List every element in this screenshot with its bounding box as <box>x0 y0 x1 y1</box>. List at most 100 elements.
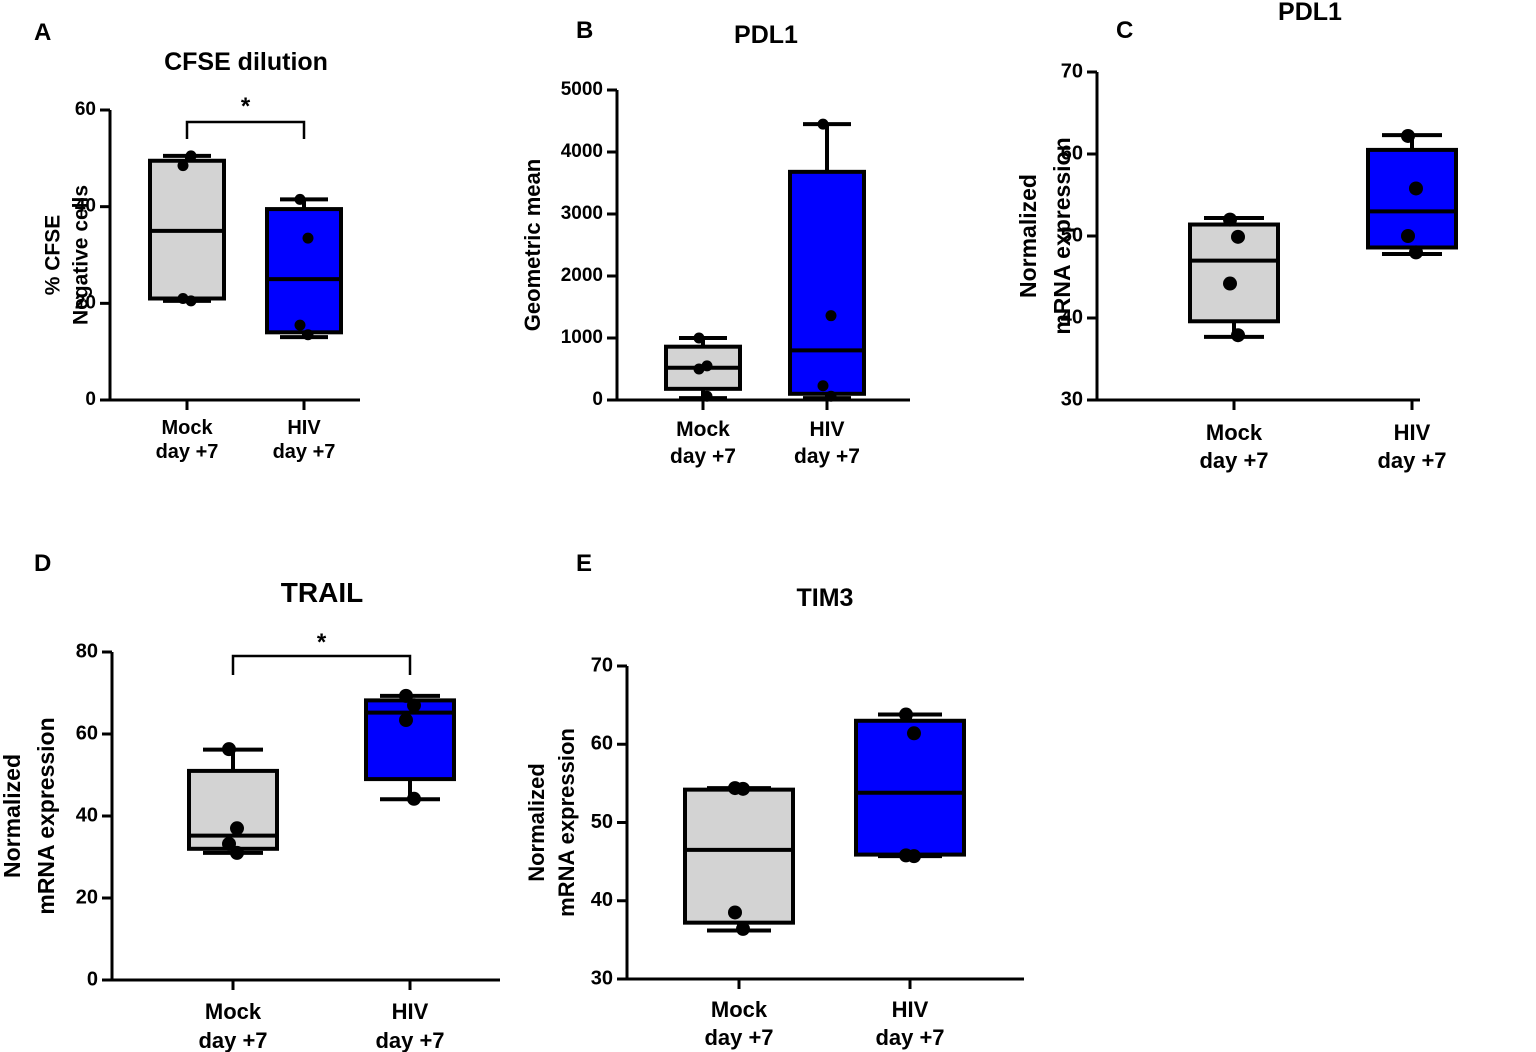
x-tick-label: Mock <box>161 417 213 439</box>
mock-data-point <box>736 921 750 936</box>
hiv-data-point <box>817 380 829 392</box>
hiv-data-point <box>899 707 913 722</box>
y-axis-label: Geometric mean <box>520 159 545 331</box>
hiv-data-point <box>294 319 306 331</box>
x-tick-label: day +7 <box>375 1028 444 1052</box>
y-axis-label: mRNA expression <box>1049 137 1075 334</box>
mock-data-point <box>1231 328 1245 343</box>
y-tick-label: 60 <box>76 722 98 744</box>
x-tick-label: day +7 <box>875 1025 944 1050</box>
hiv-data-point <box>302 329 314 341</box>
x-tick-label: day +7 <box>1377 448 1446 473</box>
y-tick-label: 20 <box>75 292 96 313</box>
mock-data-point <box>230 821 244 836</box>
mock-data-point <box>728 905 742 920</box>
panel-b: B PDL1 Geometric mean 0 1000 2000 3000 4000 5000… <box>520 17 910 468</box>
chart-title: TIM3 <box>797 584 854 612</box>
y-tick-label: 1000 <box>561 327 603 348</box>
y-tick-label: 40 <box>75 196 96 217</box>
y-tick-label: 0 <box>592 389 603 410</box>
panel-letter: B <box>576 17 593 44</box>
mock-data-point <box>177 160 189 172</box>
hiv-data-point <box>399 688 413 703</box>
panel-letter: E <box>576 550 592 577</box>
x-tick-label: HIV <box>392 999 429 1024</box>
mock-data-point <box>1231 229 1245 244</box>
x-tick-label: Mock <box>205 999 262 1024</box>
y-tick-label: 70 <box>591 654 613 676</box>
x-tick-label: HIV <box>1394 420 1431 445</box>
hiv-data-point <box>1409 245 1423 260</box>
y-axis-label: % CFSE <box>42 215 65 296</box>
chart-title: PDL1 <box>734 21 798 49</box>
hiv-data-point <box>1401 128 1415 143</box>
panel-d: D TRAIL Normalized mRNA expression 0 20 40 60 80… <box>0 550 500 1052</box>
chart-title: PDL1 <box>1278 0 1342 26</box>
mock-data-point <box>222 742 236 757</box>
hiv-box <box>854 718 966 857</box>
x-tick-label: HIV <box>809 418 844 441</box>
significance-star: * <box>317 629 327 656</box>
y-axis-label: Negative cells <box>70 185 93 325</box>
mock-data-point <box>1223 276 1237 291</box>
mock-data-point <box>230 845 244 860</box>
panel-letter: D <box>34 550 51 577</box>
panel-a: A CFSE dilution % CFSE Negative cells 0 20 40 6… <box>34 19 360 463</box>
y-tick-label: 30 <box>1061 388 1083 410</box>
x-tick-label: day +7 <box>794 445 860 468</box>
x-tick-label: HIV <box>287 417 321 439</box>
y-tick-label: 40 <box>76 804 98 826</box>
y-tick-label: 60 <box>75 99 96 120</box>
x-tick-label: Mock <box>1206 420 1263 445</box>
y-axis-label: Normalized <box>524 763 549 882</box>
x-tick-label: day +7 <box>273 441 336 463</box>
hiv-data-point <box>399 713 413 728</box>
hiv-data-point <box>907 726 921 741</box>
hiv-box <box>788 169 866 396</box>
y-tick-label: 20 <box>76 886 98 908</box>
x-tick-label: day +7 <box>198 1028 267 1052</box>
chart-title: TRAIL <box>281 577 363 608</box>
mock-data-point <box>693 363 705 375</box>
y-tick-label: 30 <box>591 967 613 989</box>
hiv-data-point <box>907 849 921 864</box>
significance-bracket <box>231 654 412 675</box>
mock-box <box>683 787 795 925</box>
x-tick-label: Mock <box>676 418 730 441</box>
chart-title: CFSE dilution <box>164 48 328 76</box>
y-axis-label: mRNA expression <box>554 728 579 917</box>
mock-data-point <box>1223 212 1237 227</box>
mock-data-point <box>736 781 750 796</box>
hiv-data-point <box>825 310 837 322</box>
panel-letter: A <box>34 19 51 46</box>
mock-data-point <box>701 390 713 402</box>
y-axis-label: Normalized <box>0 754 25 878</box>
significance-bracket <box>185 120 306 139</box>
mock-data-point <box>185 295 197 307</box>
y-tick-label: 40 <box>1061 306 1083 328</box>
y-tick-label: 0 <box>87 968 98 990</box>
y-tick-label: 60 <box>1061 142 1083 164</box>
y-tick-label: 60 <box>591 733 613 755</box>
hiv-box <box>265 207 343 335</box>
panel-c: C PDL1 Normalized mRNA expression 30 40 50 60 70… <box>1015 0 1458 473</box>
y-axis-label: mRNA expression <box>33 717 59 914</box>
significance-star: * <box>241 93 251 120</box>
panel-letter: C <box>1116 17 1133 44</box>
hiv-data-point <box>407 791 421 806</box>
hiv-data-point <box>294 193 306 205</box>
y-tick-label: 2000 <box>561 265 603 286</box>
panel-e: E TIM3 Normalized mRNA expression 30 40 50 60 70… <box>524 550 1024 1050</box>
x-tick-label: HIV <box>892 997 929 1022</box>
x-tick-label: Mock <box>711 997 768 1022</box>
hiv-data-point <box>407 698 421 713</box>
y-tick-label: 3000 <box>561 203 603 224</box>
hiv-data-point <box>825 390 837 402</box>
y-tick-label: 50 <box>1061 224 1083 246</box>
y-tick-label: 80 <box>76 640 98 662</box>
hiv-data-point <box>1401 229 1415 243</box>
mock-data-point <box>185 150 197 162</box>
mock-data-point <box>222 836 236 851</box>
y-tick-label: 50 <box>591 811 613 833</box>
